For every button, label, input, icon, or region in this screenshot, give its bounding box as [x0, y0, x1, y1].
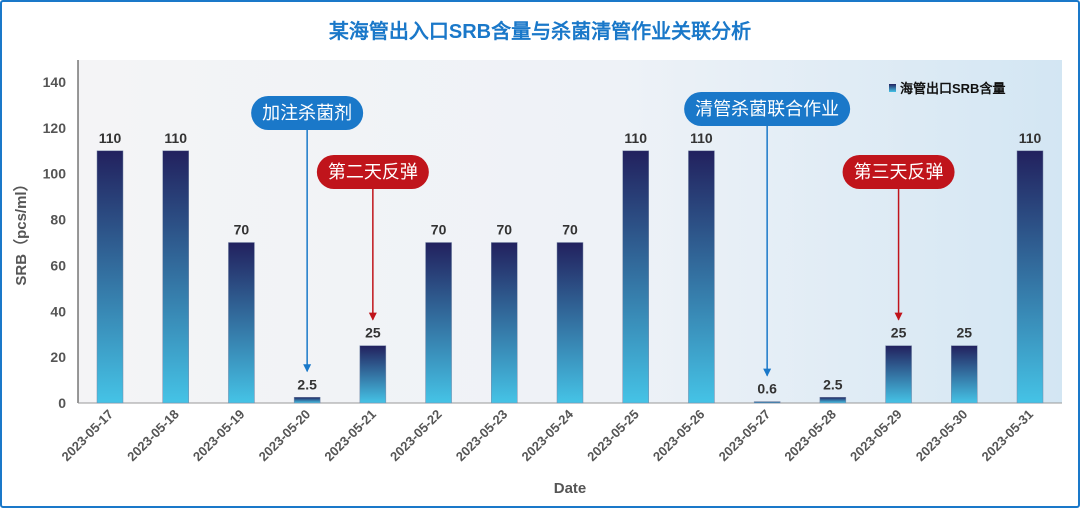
y-tick-label: 120 — [43, 120, 67, 136]
annotation-callout: 加注杀菌剂 — [251, 96, 364, 373]
x-tick-label: 2023-05-27 — [716, 407, 774, 465]
x-axis-label: Date — [554, 480, 587, 497]
arrow-head-icon — [368, 312, 377, 321]
x-tick-label: 2023-05-20 — [256, 407, 314, 465]
data-label: 70 — [234, 222, 250, 238]
bar — [1016, 150, 1044, 404]
bar — [622, 150, 649, 404]
y-tick-label: 0 — [58, 395, 66, 411]
x-tick-label: 2023-05-24 — [518, 406, 576, 464]
x-tick-label: 2023-05-17 — [58, 407, 116, 465]
y-axis-label: SRB（pcs/ml） — [12, 176, 30, 285]
x-tick-label: 2023-05-25 — [584, 407, 642, 465]
annotation-callout: 第二天反弹 — [316, 155, 429, 321]
annotation-box — [251, 96, 364, 130]
x-tick-label: 2023-05-30 — [913, 407, 971, 465]
annotation-box — [316, 155, 429, 189]
y-tick-label: 100 — [43, 166, 67, 182]
x-tick-label: 2023-05-28 — [781, 407, 839, 465]
bar — [688, 150, 715, 404]
x-tick-label: 2023-05-22 — [387, 407, 445, 465]
annotation-text: 清管杀菌联合作业 — [695, 99, 839, 119]
chart-title: 某海管出入口SRB含量与杀菌清管作业关联分析 — [329, 19, 751, 43]
data-label: 110 — [99, 130, 122, 146]
annotation-box — [684, 92, 851, 126]
x-tick-label: 2023-05-18 — [124, 407, 182, 465]
data-label: 25 — [956, 325, 972, 341]
arrow-head-icon — [763, 368, 772, 377]
x-tick-label: 2023-05-31 — [978, 407, 1036, 465]
x-tick-label: 2023-05-26 — [650, 407, 708, 465]
y-tick-label: 60 — [50, 257, 66, 273]
bar — [556, 242, 584, 404]
data-label: 2.5 — [823, 376, 843, 392]
y-tick-label: 80 — [50, 212, 66, 228]
data-label: 0.6 — [757, 381, 777, 397]
annotation-text: 第三天反弹 — [854, 162, 944, 182]
data-label: 25 — [891, 325, 907, 341]
annotation-box — [842, 155, 955, 189]
bar — [491, 242, 518, 404]
data-label: 70 — [496, 222, 512, 238]
data-label: 70 — [431, 222, 447, 238]
legend-swatch — [889, 84, 896, 92]
bar — [951, 345, 978, 404]
bar — [425, 242, 452, 404]
annotation-callout: 第三天反弹 — [842, 155, 955, 321]
data-label: 25 — [365, 325, 381, 341]
y-tick-label: 140 — [43, 74, 67, 90]
bar — [885, 345, 912, 404]
bar — [228, 242, 255, 404]
y-tick-label: 40 — [50, 303, 66, 319]
bar — [753, 401, 781, 404]
bar — [293, 397, 321, 404]
data-label: 70 — [562, 222, 578, 238]
legend-label: 海管出口SRB含量 — [900, 81, 1005, 96]
x-tick-label: 2023-05-29 — [847, 407, 905, 465]
bar — [359, 345, 387, 404]
x-tick-label: 2023-05-23 — [453, 407, 511, 465]
annotation-callout: 清管杀菌联合作业 — [684, 92, 851, 377]
annotation-text: 加注杀菌剂 — [262, 103, 352, 123]
data-label: 2.5 — [297, 376, 317, 392]
y-tick-label: 20 — [50, 349, 66, 365]
legend: 海管出口SRB含量 — [889, 81, 1005, 96]
x-tick-label: 2023-05-21 — [321, 407, 379, 465]
bar — [819, 397, 847, 404]
annotation-text: 第二天反弹 — [328, 162, 418, 182]
arrow-head-icon — [303, 364, 312, 373]
data-label: 110 — [690, 130, 713, 146]
bar — [162, 150, 189, 404]
data-label: 110 — [1019, 130, 1042, 146]
arrow-head-icon — [894, 312, 903, 321]
data-label: 110 — [164, 130, 187, 146]
x-tick-label: 2023-05-19 — [190, 407, 248, 465]
bar — [96, 150, 124, 404]
data-label: 110 — [624, 130, 647, 146]
